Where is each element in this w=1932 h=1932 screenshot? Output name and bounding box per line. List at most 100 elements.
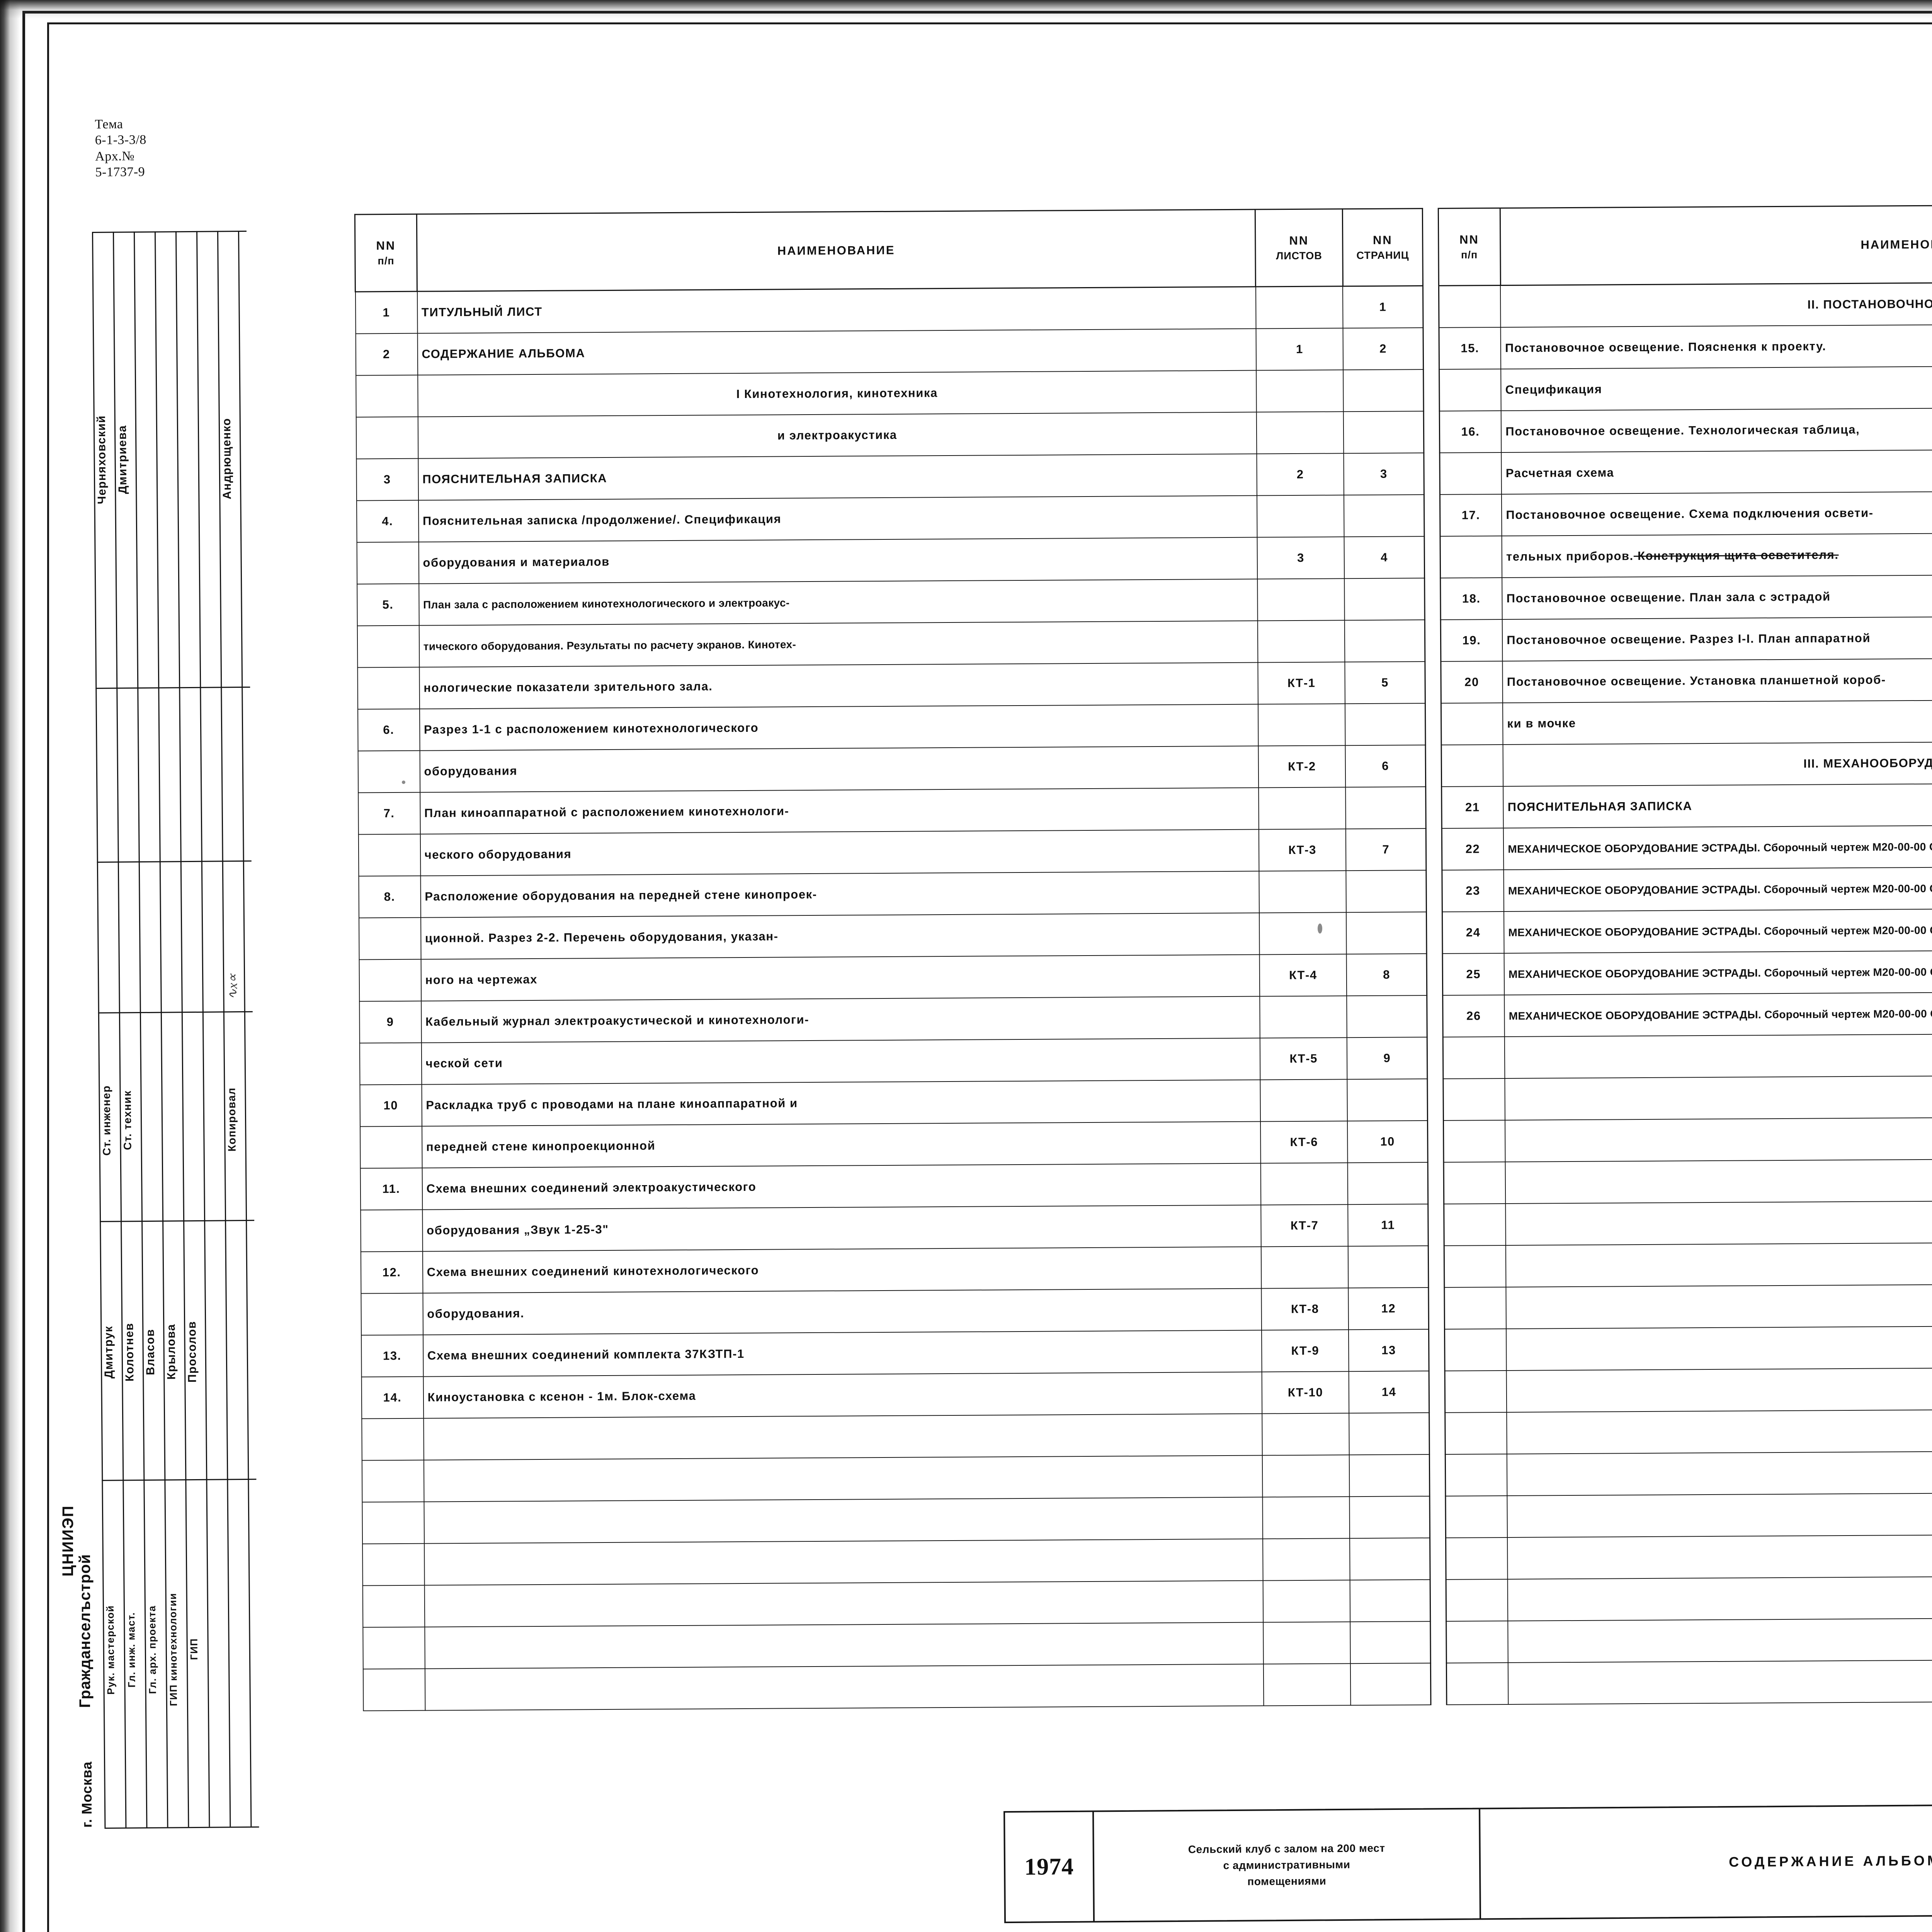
row-page-number-left: 11 xyxy=(1348,1204,1429,1246)
row-sheet-code-left xyxy=(1260,1079,1348,1122)
row-title-left: ПОЯСНИТЕЛЬНАЯ ЗАПИСКА xyxy=(418,454,1257,500)
row-page-number-left: 6 xyxy=(1345,745,1426,787)
row-title-text: тельных приборов. xyxy=(1506,549,1634,563)
row-sheet-code-left xyxy=(1263,1621,1351,1664)
row-number-left: 14. xyxy=(361,1376,423,1419)
column-gap xyxy=(1428,1204,1444,1246)
stamp-rule xyxy=(97,860,252,863)
row-number-right xyxy=(1446,1579,1508,1621)
row-number-right: 20 xyxy=(1440,661,1503,703)
column-gap xyxy=(1430,1537,1446,1580)
row-title-text: оборудования. xyxy=(427,1306,525,1321)
row-title-text: Схема внешних соединений электроакустиче… xyxy=(426,1180,757,1196)
column-gap xyxy=(1429,1329,1445,1371)
row-title-text: МЕХАНИЧЕСКОЕ ОБОРУДОВАНИЕ ЭСТРАДЫ. Сборо… xyxy=(1508,840,1932,855)
row-number-left xyxy=(359,1043,422,1085)
row-sheet-code-left: КТ-7 xyxy=(1261,1204,1349,1247)
row-title-text: МЕХАНИЧЕСКОЕ ОБОРУДОВАНИЕ ЭСТРАДЫ. Сборо… xyxy=(1509,1007,1932,1022)
row-number-left xyxy=(362,1502,424,1544)
column-gap xyxy=(1423,369,1439,411)
column-gap xyxy=(1423,327,1439,369)
row-page-number-left xyxy=(1347,1162,1429,1204)
row-number-right xyxy=(1446,1537,1508,1580)
row-title-left xyxy=(424,1497,1263,1544)
column-gap xyxy=(1426,870,1442,912)
row-title-text: Пояснительная записка /продолжение/. Спе… xyxy=(422,512,782,528)
row-title-left: Кабельный журнал электроакустической и к… xyxy=(421,996,1260,1043)
row-number-left xyxy=(358,834,421,876)
row-title-right: ПОЯСНИТЕЛЬНАЯ ЗАПИСКА xyxy=(1503,781,1932,828)
row-number-left xyxy=(355,375,418,417)
contents-table: NN п/п НАИМЕНОВАНИЕ NN ЛИСТОВ NN СТРАНИЦ… xyxy=(354,202,1932,1711)
row-number-left xyxy=(359,917,421,960)
row-page-number-left: 7 xyxy=(1346,828,1427,871)
row-title-right xyxy=(1505,1032,1932,1078)
row-sheet-code-left xyxy=(1260,1162,1348,1205)
row-title-right: Постановочное освещение. План зала с эст… xyxy=(1502,573,1932,619)
row-title-right: Постановочное освещение. Поясненкя к про… xyxy=(1500,322,1932,369)
column-gap xyxy=(1426,912,1442,954)
row-title-left xyxy=(423,1413,1262,1460)
row-title-right xyxy=(1507,1449,1932,1496)
row-title-left: ционной. Разрез 2-2. Перечень оборудован… xyxy=(420,913,1260,959)
row-number-left xyxy=(360,1209,423,1252)
column-gap xyxy=(1424,452,1440,495)
row-title-right xyxy=(1507,1574,1932,1621)
row-number-right xyxy=(1440,536,1502,578)
row-title-left: тического оборудования. Результаты по ра… xyxy=(419,621,1258,667)
row-page-number-left xyxy=(1350,1537,1430,1580)
stamp-rule xyxy=(95,686,250,689)
column-gap xyxy=(1430,1663,1447,1705)
row-sheet-code-left xyxy=(1259,912,1347,955)
row-title-text: Расположение оборудования на передней ст… xyxy=(425,887,817,903)
row-page-number-left xyxy=(1344,578,1425,620)
row-title-text: тического оборудования. Результаты по ра… xyxy=(423,638,796,653)
column-gap xyxy=(1430,1621,1446,1663)
row-sheet-code-left xyxy=(1257,578,1345,621)
row-title-text: Постановочное освещение. Поясненкя к про… xyxy=(1505,339,1827,355)
row-sheet-code-left xyxy=(1255,286,1343,329)
row-page-number-left xyxy=(1343,369,1424,412)
row-page-number-left xyxy=(1350,1663,1431,1705)
column-gap xyxy=(1425,661,1441,703)
row-title-right: Постановочное освещение. Разрез I-I. Пла… xyxy=(1502,614,1932,661)
row-title-right xyxy=(1508,1616,1932,1663)
header-sheets-left: NN ЛИСТОВ xyxy=(1255,209,1343,287)
organization-block: ЦНИИЭП Гражданселъстрой г. Москва xyxy=(58,1461,116,1828)
header-num-left: NN п/п xyxy=(355,214,417,292)
row-page-number-left xyxy=(1348,1245,1429,1288)
row-number-left: 6. xyxy=(357,709,420,751)
row-title-right xyxy=(1505,1199,1932,1245)
archive-number-code: 5-1737-9 xyxy=(95,165,145,180)
row-title-right xyxy=(1507,1491,1932,1537)
row-number-right: 26 xyxy=(1442,995,1505,1037)
row-title-left: Схема внешних соединений кинотехнологиче… xyxy=(422,1247,1262,1293)
column-gap xyxy=(1430,1579,1446,1621)
row-title-left: ческого оборудования xyxy=(420,829,1259,876)
title-block-document-title: СОДЕРЖАНИЕ АЛЬБОМА xyxy=(1480,1804,1932,1918)
row-title-right xyxy=(1506,1324,1932,1371)
row-title-text: Киноустановка с ксенон - 1м. Блок-схема xyxy=(427,1389,696,1404)
row-sheet-code-left xyxy=(1262,1496,1350,1539)
row-number-left xyxy=(363,1668,425,1711)
row-page-number-left xyxy=(1346,912,1427,954)
row-title-text: ПОЯСНИТЕЛЬНАЯ ЗАПИСКА xyxy=(422,471,607,486)
archive-theme-label: Тема xyxy=(95,117,123,132)
row-number-left: 8. xyxy=(358,876,421,918)
row-title-right xyxy=(1507,1407,1932,1454)
row-title-right: МЕХАНИЧЕСКОЕ ОБОРУДОВАНИЕ ЭСТРАДЫ. Сборо… xyxy=(1503,823,1932,870)
row-number-left xyxy=(362,1585,425,1628)
row-sheet-code-left xyxy=(1259,787,1346,830)
column-gap xyxy=(1427,995,1443,1037)
title-block: 1974 Сельский клуб с залом на 200 мест с… xyxy=(1003,1799,1932,1923)
row-title-left xyxy=(424,1622,1264,1669)
row-sheet-code-left: КТ-6 xyxy=(1260,1121,1348,1163)
row-number-right xyxy=(1444,1203,1506,1246)
row-number-left: 5. xyxy=(357,583,419,626)
row-sheet-code-left: 1 xyxy=(1256,328,1344,371)
row-sheet-code-left: 2 xyxy=(1257,453,1344,496)
object-line-1: Сельский клуб с залом на 200 мест xyxy=(1188,1842,1385,1855)
column-gap xyxy=(1429,1371,1445,1413)
row-title-text: МЕХАНИЧЕСКОЕ ОБОРУДОВАНИЕ ЭСТРАДЫ. Сборо… xyxy=(1508,924,1932,939)
row-title-text: Постановочное освещение. Разрез I-I. Пла… xyxy=(1507,631,1871,647)
